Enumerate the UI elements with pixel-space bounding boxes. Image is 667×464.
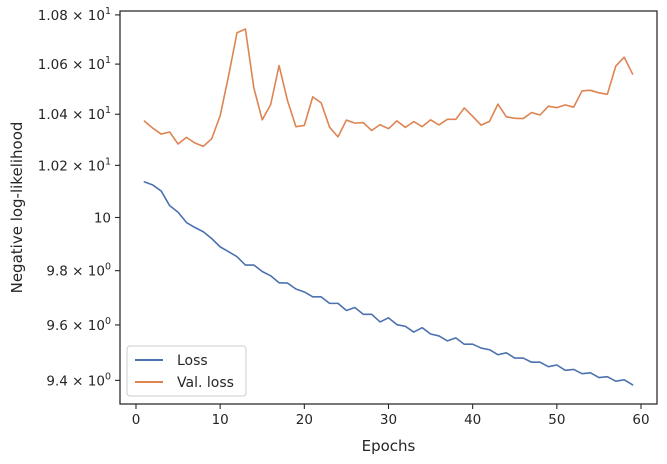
x-tick-label: 20: [296, 412, 313, 428]
y-tick-mantissa: 1.08: [38, 8, 68, 24]
y-tick-base: 10: [88, 8, 105, 24]
y-tick-mantissa: 1.02: [38, 158, 68, 174]
y-tick-times: ×: [68, 318, 88, 334]
y-tick-exponent: 0: [105, 371, 111, 382]
y-tick-base: 10: [88, 264, 105, 280]
y-tick-exponent: 0: [105, 316, 111, 327]
y-tick-exponent: 1: [105, 55, 111, 66]
axes-frame: [119, 10, 658, 405]
x-axis-label: Epochs: [362, 437, 416, 455]
y-tick-base: 10: [88, 57, 105, 73]
y-tick-exponent: 1: [105, 105, 111, 116]
y-tick-base: 10: [88, 373, 105, 389]
y-tick-exponent: 1: [105, 6, 111, 17]
y-tick-times: ×: [68, 107, 88, 123]
x-tick-label: 10: [212, 412, 229, 428]
legend-box: [126, 345, 247, 397]
y-tick-label: 9.4 × 100: [46, 371, 111, 389]
y-tick-mantissa: 9.8: [46, 264, 67, 280]
series-line-val-loss: [143, 28, 634, 148]
plot-area: [143, 28, 634, 386]
y-tick-base: 10: [88, 107, 105, 123]
y-tick-label: 10: [94, 210, 111, 226]
y-tick-label: 9.6 × 100: [46, 316, 111, 334]
x-tick-label: 0: [132, 412, 141, 428]
y-tick-mantissa: 9.4: [46, 373, 67, 389]
y-tick-label: 1.06 × 101: [38, 55, 111, 73]
x-tick-label: 50: [548, 412, 565, 428]
y-tick-label: 9.8 × 100: [46, 262, 111, 280]
y-tick-label: 1.02 × 101: [38, 156, 111, 174]
y-tick-label: 1.04 × 101: [38, 105, 111, 123]
y-axis-label: Negative log-likelihood: [8, 122, 26, 294]
y-tick-mantissa: 9.6: [46, 318, 67, 334]
x-tick-label: 30: [380, 412, 397, 428]
legend-label-val-loss: Val. loss: [177, 375, 234, 391]
y-tick-times: ×: [68, 57, 88, 73]
y-tick-base: 10: [88, 158, 105, 174]
legend: Loss Val. loss: [126, 345, 247, 397]
y-tick-exponent: 1: [105, 156, 111, 167]
y-tick-mantissa: 1.04: [38, 107, 68, 123]
y-tick-mantissa: 1.06: [38, 57, 68, 73]
y-tick-times: ×: [68, 8, 88, 24]
y-tick-times: ×: [68, 373, 88, 389]
y-tick-times: ×: [68, 264, 88, 280]
series-line-loss: [143, 181, 634, 386]
y-tick-exponent: 0: [105, 262, 111, 273]
x-tick-label: 60: [632, 412, 649, 428]
x-tick-label: 40: [464, 412, 481, 428]
y-tick-times: ×: [68, 158, 88, 174]
y-tick-base: 10: [94, 210, 111, 226]
y-tick-base: 10: [88, 318, 105, 334]
legend-label-loss: Loss: [177, 353, 208, 369]
y-tick-label: 1.08 × 101: [38, 6, 111, 24]
